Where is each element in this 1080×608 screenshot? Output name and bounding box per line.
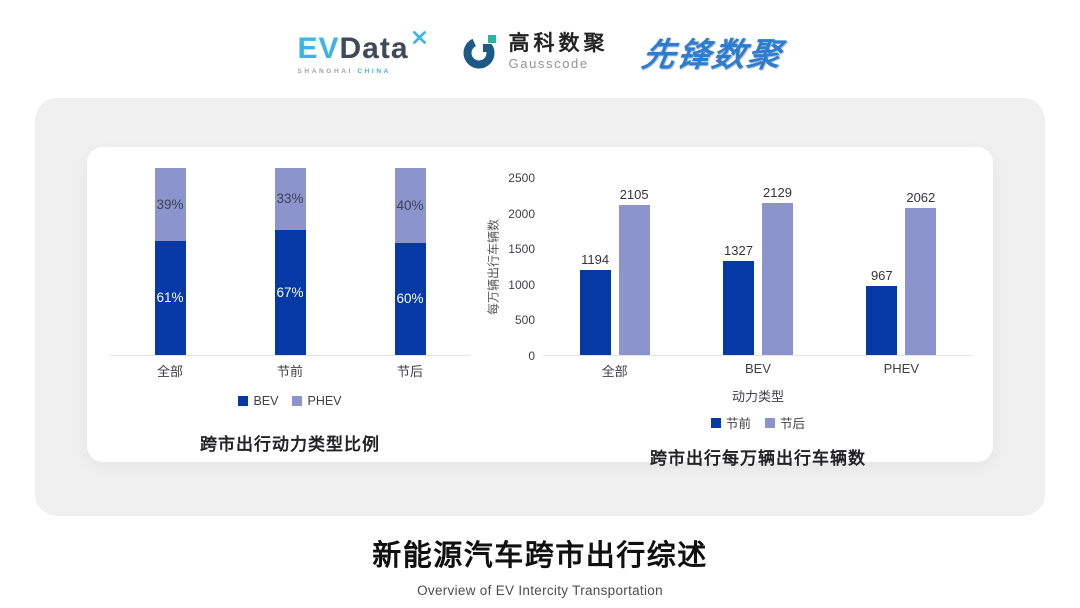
page-subtitle: Overview of EV Intercity Transportation: [417, 583, 663, 598]
grouped-y-axis-ticks: 0 500 1000 1500 2000 2500: [503, 153, 543, 363]
stacked-bar-slot: 40% 60%: [350, 168, 470, 355]
stacked-chart-title: 跨市出行动力类型比例: [200, 435, 380, 454]
category-label: 全部: [156, 364, 183, 379]
grouped-bar: 2105: [618, 187, 650, 355]
grouped-x-axis-title: 动力类型: [731, 389, 784, 404]
stacked-legend: BEV PHEV: [238, 394, 342, 408]
bar-value-label: 60%: [396, 291, 424, 307]
evdata-data-text: Data: [339, 32, 409, 65]
bar-value-label: 33%: [276, 191, 304, 207]
gausscode-wordmark: 高科数聚 Gausscode: [509, 33, 609, 71]
bar-segment: 33%: [274, 168, 306, 230]
grouped-legend: 节前 节后: [543, 413, 973, 432]
y-tick-label: 500: [514, 313, 535, 328]
brand-evdata-logo: EV Data SHANGHAI CHINA: [297, 29, 427, 75]
evdata-ev-text: EV: [297, 32, 340, 65]
grouped-chart: 每万辆出行车辆数 0 500 1000 1500 2000 2500 1194 2105 13…: [483, 147, 993, 468]
grouped-bar: 2062: [905, 190, 937, 355]
bar-segment: 67%: [274, 229, 306, 355]
category-label: BEV: [744, 361, 771, 376]
brand-xianfeng-logo: 先锋数聚: [638, 36, 786, 73]
bar-rect: [579, 270, 611, 355]
page-title: 新能源汽车跨市出行综述: [372, 540, 708, 572]
evdata-tagline: SHANGHAI CHINA: [297, 68, 390, 75]
bar-rect: [905, 208, 937, 355]
category-label: PHEV: [883, 361, 920, 376]
gausscode-mark-icon: [463, 35, 496, 69]
category-label: 节后: [396, 364, 423, 379]
evdata-tagline-china: CHINA: [357, 68, 391, 75]
bar-value-label: 2062: [906, 190, 936, 206]
summary-card: 39% 61% 33% 67% 40% 60% 全部 节前 节后 BEV PHEV 跨市出行动力…: [35, 98, 1045, 516]
stacked-bar: 40% 60%: [394, 168, 426, 355]
bar-value-label: 40%: [396, 197, 424, 213]
gausscode-en-name: Gausscode: [508, 56, 589, 72]
bar-rect: [761, 203, 793, 355]
legend-swatch: [765, 417, 775, 428]
legend-swatch: [292, 396, 303, 406]
legend-item: BEV: [238, 394, 278, 408]
grouped-bar: 1194: [579, 252, 611, 355]
y-tick-label: 2500: [508, 171, 535, 185]
bar-rect: [722, 260, 754, 355]
report-footer: 新能源汽车跨市出行综述 Overview of EV Intercity Tra…: [0, 516, 1080, 598]
legend-item: 节后: [765, 413, 805, 432]
legend-label: 节前: [725, 417, 751, 431]
legend-label: PHEV: [307, 394, 342, 408]
legend-item: PHEV: [292, 394, 342, 408]
grouped-x-axis: 全部 BEV PHEV: [543, 361, 973, 380]
grouped-plot-area: 1194 2105 1327 2129 967 2062: [543, 153, 973, 356]
grouped-bar: 967: [866, 268, 898, 355]
stacked-bar-slot: 39% 61%: [110, 168, 230, 355]
grouped-chart-title: 跨市出行每万辆出行车辆数: [650, 449, 866, 468]
brand-gausscode-logo: 高科数聚 Gausscode: [462, 33, 609, 71]
category-label: 节前: [276, 364, 303, 379]
legend-item: 节前: [710, 413, 751, 432]
bar-value-label: 967: [870, 268, 893, 284]
grouped-y-axis-label: 每万辆出行车辆数: [486, 218, 501, 315]
evdata-wordmark: EV Data: [297, 29, 427, 64]
grouped-plot-wrap: 每万辆出行车辆数 0 500 1000 1500 2000 2500 1194 2105 13…: [483, 153, 993, 363]
stacked-plot-area: 39% 61% 33% 67% 40% 60%: [110, 168, 470, 356]
y-tick-label: 1500: [508, 242, 535, 257]
bar-value-label: 1327: [724, 242, 753, 258]
bar-value-label: 2129: [763, 185, 792, 201]
y-tick-label: 2000: [508, 206, 535, 221]
bar-group: 1194 2105: [579, 187, 650, 355]
category-label: 全部: [601, 364, 628, 379]
grouped-bar: 1327: [722, 242, 754, 355]
pinwheel-icon: [412, 31, 426, 44]
bar-segment: 61%: [154, 240, 186, 355]
legend-label: BEV: [253, 394, 279, 408]
legend-swatch: [238, 396, 249, 406]
legend-swatch: [710, 417, 721, 428]
bar-segment: 39%: [154, 168, 186, 241]
bar-value-label: 61%: [156, 290, 184, 306]
bar-group: 967 2062: [866, 190, 937, 355]
bar-group: 1327 2129: [722, 185, 793, 355]
bar-value-label: 67%: [276, 284, 304, 300]
grouped-bar: 2129: [761, 185, 793, 355]
bar-segment: 40%: [394, 168, 426, 243]
stacked-x-axis: 全部 节前 节后: [110, 361, 470, 380]
evdata-tagline-shanghai: SHANGHAI: [297, 68, 353, 75]
bar-segment: 60%: [394, 242, 426, 355]
bar-rect: [866, 286, 898, 355]
charts-panel: 39% 61% 33% 67% 40% 60% 全部 节前 节后 BEV PHEV 跨市出行动力…: [87, 147, 993, 468]
legend-label: 节后: [780, 417, 806, 431]
stacked-bar: 39% 61%: [154, 168, 186, 355]
grouped-y-axis-label-col: 每万辆出行车辆数: [483, 153, 503, 356]
bar-value-label: 2105: [619, 187, 649, 203]
stacked-bar: 33% 67%: [274, 168, 306, 355]
gausscode-cn-name: 高科数聚: [508, 32, 609, 56]
bar-rect: [618, 205, 650, 355]
stacked-chart: 39% 61% 33% 67% 40% 60% 全部 节前 节后 BEV PHEV 跨市出行动力…: [87, 147, 483, 462]
y-tick-label: 0: [528, 349, 535, 363]
stacked-bar-slot: 33% 67%: [230, 168, 350, 355]
bar-value-label: 39%: [156, 196, 184, 212]
logo-row: EV Data SHANGHAI CHINA 高科数聚 Gausscode 先锋数…: [0, 0, 1080, 98]
bar-value-label: 1194: [581, 252, 610, 267]
y-tick-label: 1000: [508, 277, 535, 292]
